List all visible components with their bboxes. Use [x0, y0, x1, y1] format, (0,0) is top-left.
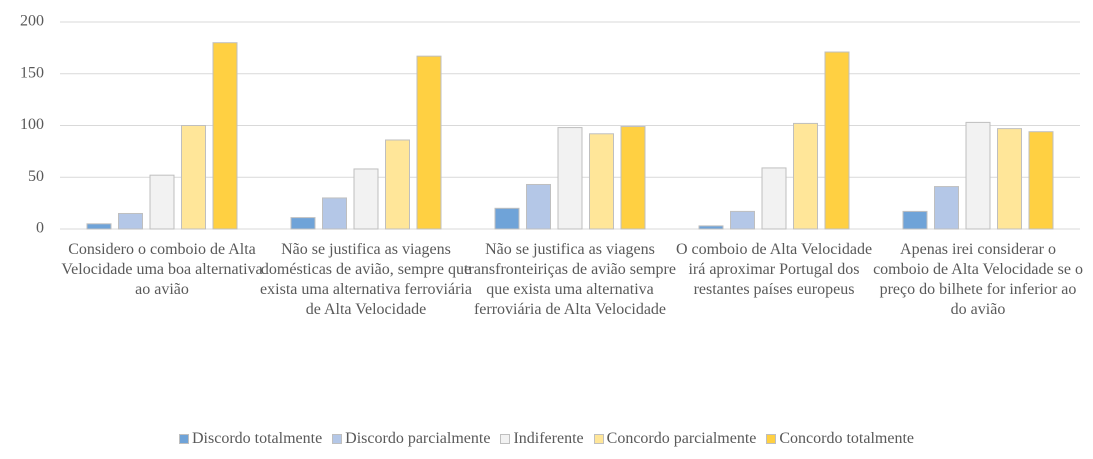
chart: 0 50 100 150 200 Considero o comboio de Alta …	[20, 13, 1083, 318]
bar	[118, 212, 143, 230]
bar	[620, 126, 646, 230]
legend-swatch	[766, 434, 777, 444]
legend-label: Indiferente	[513, 430, 584, 447]
legend-swatch	[178, 434, 189, 444]
y-tick-label: 50	[28, 168, 44, 185]
bar	[86, 223, 112, 230]
x-tick-label-box: O comboio de Alta Velocidade irá aproxim…	[675, 241, 873, 298]
bar	[181, 125, 206, 230]
x-tick-label-box: Não se justifica as viagens domésticas d…	[260, 241, 472, 318]
legend-label: Discordo totalmente	[191, 430, 323, 447]
y-tick-label: 100	[20, 116, 44, 133]
bar	[149, 174, 175, 230]
x-tick-label: Não se justifica as viagens domésticas d…	[260, 241, 472, 318]
legend-label: Concordo parcialmente	[606, 430, 757, 447]
bar	[526, 183, 551, 230]
x-tick-label-box: Não se justifica as viagens transfrontei…	[464, 241, 676, 318]
legend-item: Indiferente	[500, 430, 584, 448]
legend-swatch	[500, 434, 511, 444]
bar	[997, 128, 1022, 230]
x-tick-label: Não se justifica as viagens transfrontei…	[464, 241, 676, 318]
bar	[212, 42, 238, 230]
legend-swatch	[593, 434, 604, 444]
x-tick-label: Apenas irei considerar o comboio de Alta…	[873, 241, 1083, 318]
x-tick-label: O comboio de Alta Velocidade irá aproxim…	[675, 241, 873, 298]
bar	[353, 168, 379, 230]
bar	[730, 210, 755, 230]
x-tick-label-box: Apenas irei considerar o comboio de Alta…	[873, 241, 1083, 318]
bar	[793, 122, 818, 230]
bar	[965, 121, 991, 230]
x-tick-label: Considero o comboio de Alta Velocidade u…	[61, 241, 263, 298]
legend-label: Discordo parcialmente	[345, 430, 491, 447]
bar	[557, 127, 583, 230]
legend-item: Concordo parcialmente	[593, 430, 757, 448]
y-tick-label: 200	[20, 13, 44, 30]
bar	[1028, 131, 1054, 230]
bar	[698, 225, 724, 230]
y-tick-label: 150	[20, 64, 44, 81]
bar	[385, 139, 410, 230]
bar	[934, 186, 959, 230]
y-tick-label: 0	[36, 220, 44, 237]
legend-swatch	[332, 434, 343, 444]
x-tick-label-box: Considero o comboio de Alta Velocidade u…	[61, 241, 263, 298]
legend-item: Concordo totalmente	[766, 430, 914, 448]
bar	[589, 133, 614, 230]
bar	[290, 217, 316, 230]
bar	[494, 207, 520, 230]
bar	[761, 167, 787, 230]
legend-item: Discordo totalmente	[178, 430, 323, 448]
legend: Discordo totalmente Discordo parcialmente…	[0, 430, 1093, 448]
bar	[902, 210, 928, 230]
bar	[416, 55, 442, 230]
bar	[322, 197, 347, 230]
bar	[824, 51, 850, 230]
legend-label: Concordo totalmente	[779, 430, 914, 447]
legend-item: Discordo parcialmente	[332, 430, 490, 448]
